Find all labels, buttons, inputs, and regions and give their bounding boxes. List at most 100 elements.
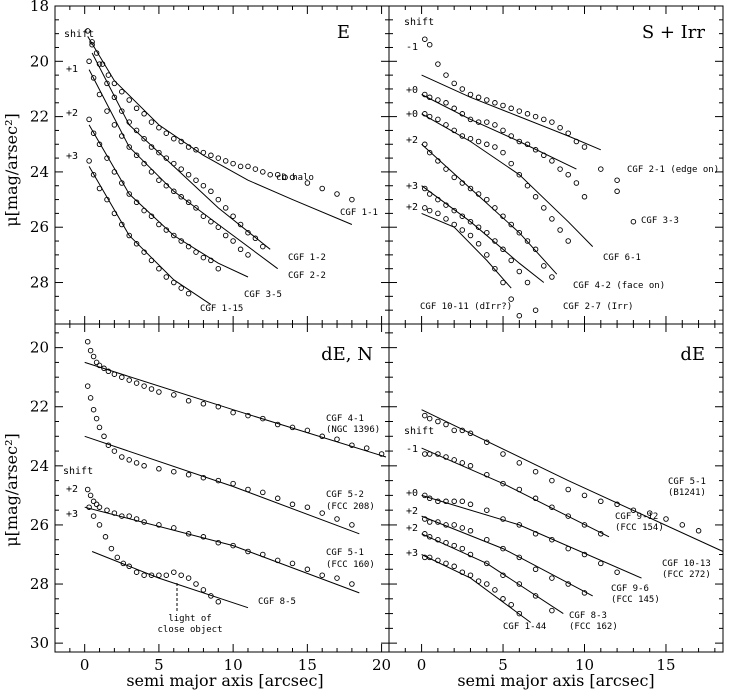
data-point bbox=[484, 141, 490, 148]
data-point bbox=[422, 451, 428, 457]
data-point bbox=[516, 138, 523, 145]
data-point bbox=[435, 61, 441, 67]
data-point bbox=[99, 61, 106, 67]
data-point bbox=[126, 232, 132, 239]
data-point bbox=[141, 111, 147, 117]
data-point bbox=[93, 415, 100, 422]
data-point bbox=[133, 127, 140, 134]
data-point bbox=[549, 504, 555, 510]
data-point bbox=[557, 124, 563, 131]
x-tick-label: 5 bbox=[154, 656, 164, 674]
data-point bbox=[500, 451, 506, 457]
shift-label: +2 bbox=[66, 484, 78, 495]
data-point bbox=[96, 424, 103, 431]
data-point bbox=[508, 601, 514, 608]
data-point bbox=[260, 169, 266, 175]
data-point bbox=[581, 590, 588, 596]
shift-label: +3 bbox=[66, 509, 78, 520]
data-point bbox=[459, 525, 466, 531]
shift-label: +3 bbox=[406, 548, 418, 559]
data-point bbox=[484, 536, 490, 543]
data-point bbox=[148, 119, 155, 125]
data-point bbox=[90, 353, 97, 360]
panel-title-s-irr: S + Irr bbox=[642, 22, 706, 43]
data-point bbox=[230, 542, 236, 549]
panel-frame-bottom-right bbox=[388, 323, 724, 653]
annotation-cgf-3-3: CGF 3-3 bbox=[641, 216, 679, 226]
data-point bbox=[508, 221, 514, 228]
data-point bbox=[524, 279, 531, 286]
fit-line bbox=[421, 185, 545, 283]
data-point bbox=[492, 587, 498, 593]
data-point bbox=[96, 362, 103, 369]
data-point bbox=[111, 94, 118, 101]
x-tick-label: 0 bbox=[417, 656, 427, 674]
data-point bbox=[484, 196, 490, 203]
data-point bbox=[443, 539, 449, 546]
data-point bbox=[319, 572, 325, 578]
fit-line bbox=[421, 74, 601, 151]
data-point bbox=[185, 243, 192, 250]
data-point bbox=[185, 171, 192, 178]
annotation-cgf-4-2: CGF 4-2 (face on) bbox=[573, 281, 665, 291]
data-point bbox=[467, 551, 474, 558]
data-point bbox=[185, 531, 192, 537]
data-point bbox=[500, 213, 506, 219]
data-point bbox=[532, 566, 539, 573]
data-point bbox=[500, 596, 506, 602]
x-tick-label: 5 bbox=[498, 656, 508, 674]
data-point bbox=[426, 534, 433, 540]
data-point bbox=[289, 501, 296, 508]
data-point bbox=[451, 105, 457, 112]
data-point bbox=[114, 554, 121, 561]
data-point bbox=[111, 169, 118, 175]
data-point bbox=[467, 463, 474, 469]
data-point bbox=[111, 210, 118, 217]
data-point bbox=[230, 213, 236, 219]
data-point bbox=[500, 127, 506, 134]
x-tick-label: 15 bbox=[298, 656, 317, 674]
data-point bbox=[549, 274, 555, 280]
data-point bbox=[426, 451, 433, 457]
data-point bbox=[614, 569, 620, 575]
data-point bbox=[237, 163, 244, 170]
data-point bbox=[120, 560, 127, 567]
data-point bbox=[549, 477, 555, 484]
data-point bbox=[222, 158, 229, 164]
data-point bbox=[274, 557, 281, 564]
annotation-cgf-5-2: CGF 5-2 bbox=[326, 490, 364, 500]
fit-line bbox=[88, 166, 212, 306]
fit-line bbox=[421, 554, 531, 623]
data-point bbox=[451, 207, 457, 214]
data-point bbox=[475, 224, 482, 230]
data-point bbox=[516, 581, 523, 587]
data-point bbox=[541, 205, 547, 211]
data-point bbox=[565, 171, 571, 178]
data-point bbox=[119, 133, 125, 139]
data-point bbox=[565, 513, 571, 519]
data-point bbox=[467, 185, 474, 192]
data-point bbox=[215, 155, 222, 161]
data-point bbox=[282, 174, 288, 181]
data-point bbox=[435, 196, 441, 203]
data-point bbox=[484, 560, 490, 567]
data-point bbox=[467, 135, 474, 142]
y-tick-label: 28 bbox=[30, 274, 49, 292]
data-point bbox=[573, 138, 580, 145]
data-point bbox=[426, 207, 433, 214]
data-point bbox=[156, 177, 162, 183]
panel-title-de: dE bbox=[680, 344, 705, 365]
data-point bbox=[148, 257, 155, 264]
data-point bbox=[89, 41, 95, 48]
data-point bbox=[105, 72, 112, 78]
shift-label: +0 bbox=[406, 85, 418, 96]
data-point bbox=[156, 221, 162, 228]
data-point bbox=[443, 72, 449, 78]
data-point bbox=[141, 383, 147, 389]
data-point bbox=[422, 36, 428, 42]
data-point bbox=[148, 169, 155, 175]
data-point bbox=[422, 91, 428, 98]
data-point bbox=[193, 249, 199, 255]
data-point bbox=[200, 149, 207, 156]
data-point bbox=[289, 424, 296, 431]
